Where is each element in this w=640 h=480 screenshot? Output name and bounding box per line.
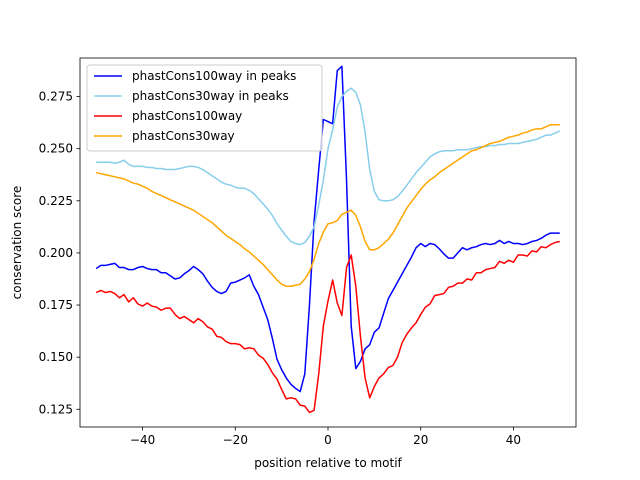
x-axis-label: position relative to motif [254, 456, 402, 470]
y-axis-label: conservation score [10, 186, 24, 300]
x-tick-label: 20 [413, 433, 428, 447]
y-tick-label: 0.175 [39, 298, 73, 312]
y-tick-label: 0.125 [39, 402, 73, 416]
y-tick-label: 0.225 [39, 194, 73, 208]
series-line-1 [95, 65, 560, 393]
legend-box [86, 64, 323, 152]
y-tick-label: 0.200 [39, 246, 73, 260]
y-axis: 0.125 0.150 0.175 0.200 0.225 0.250 0.275 [39, 90, 80, 416]
legend: phastCons100way in peaks phastCons30way i… [86, 64, 323, 152]
x-tick-label: 0 [324, 433, 332, 447]
legend-entry-label: phastCons30way in peaks [132, 89, 289, 103]
y-tick-label: 0.150 [39, 350, 73, 364]
x-axis: −40 −20 0 20 40 [130, 427, 521, 447]
series-line-3 [95, 240, 560, 414]
legend-entry-label: phastCons30way [132, 129, 235, 143]
x-tick-label: −40 [130, 433, 155, 447]
legend-entry-label: phastCons100way [132, 109, 242, 123]
y-tick-label: 0.275 [39, 90, 73, 104]
legend-entry-label: phastCons100way in peaks [132, 69, 296, 83]
series-line-4 [96, 123, 560, 288]
series-lines [95, 65, 561, 414]
x-tick-label: 40 [506, 433, 521, 447]
y-tick-label: 0.250 [39, 142, 73, 156]
x-tick-label: −20 [223, 433, 248, 447]
